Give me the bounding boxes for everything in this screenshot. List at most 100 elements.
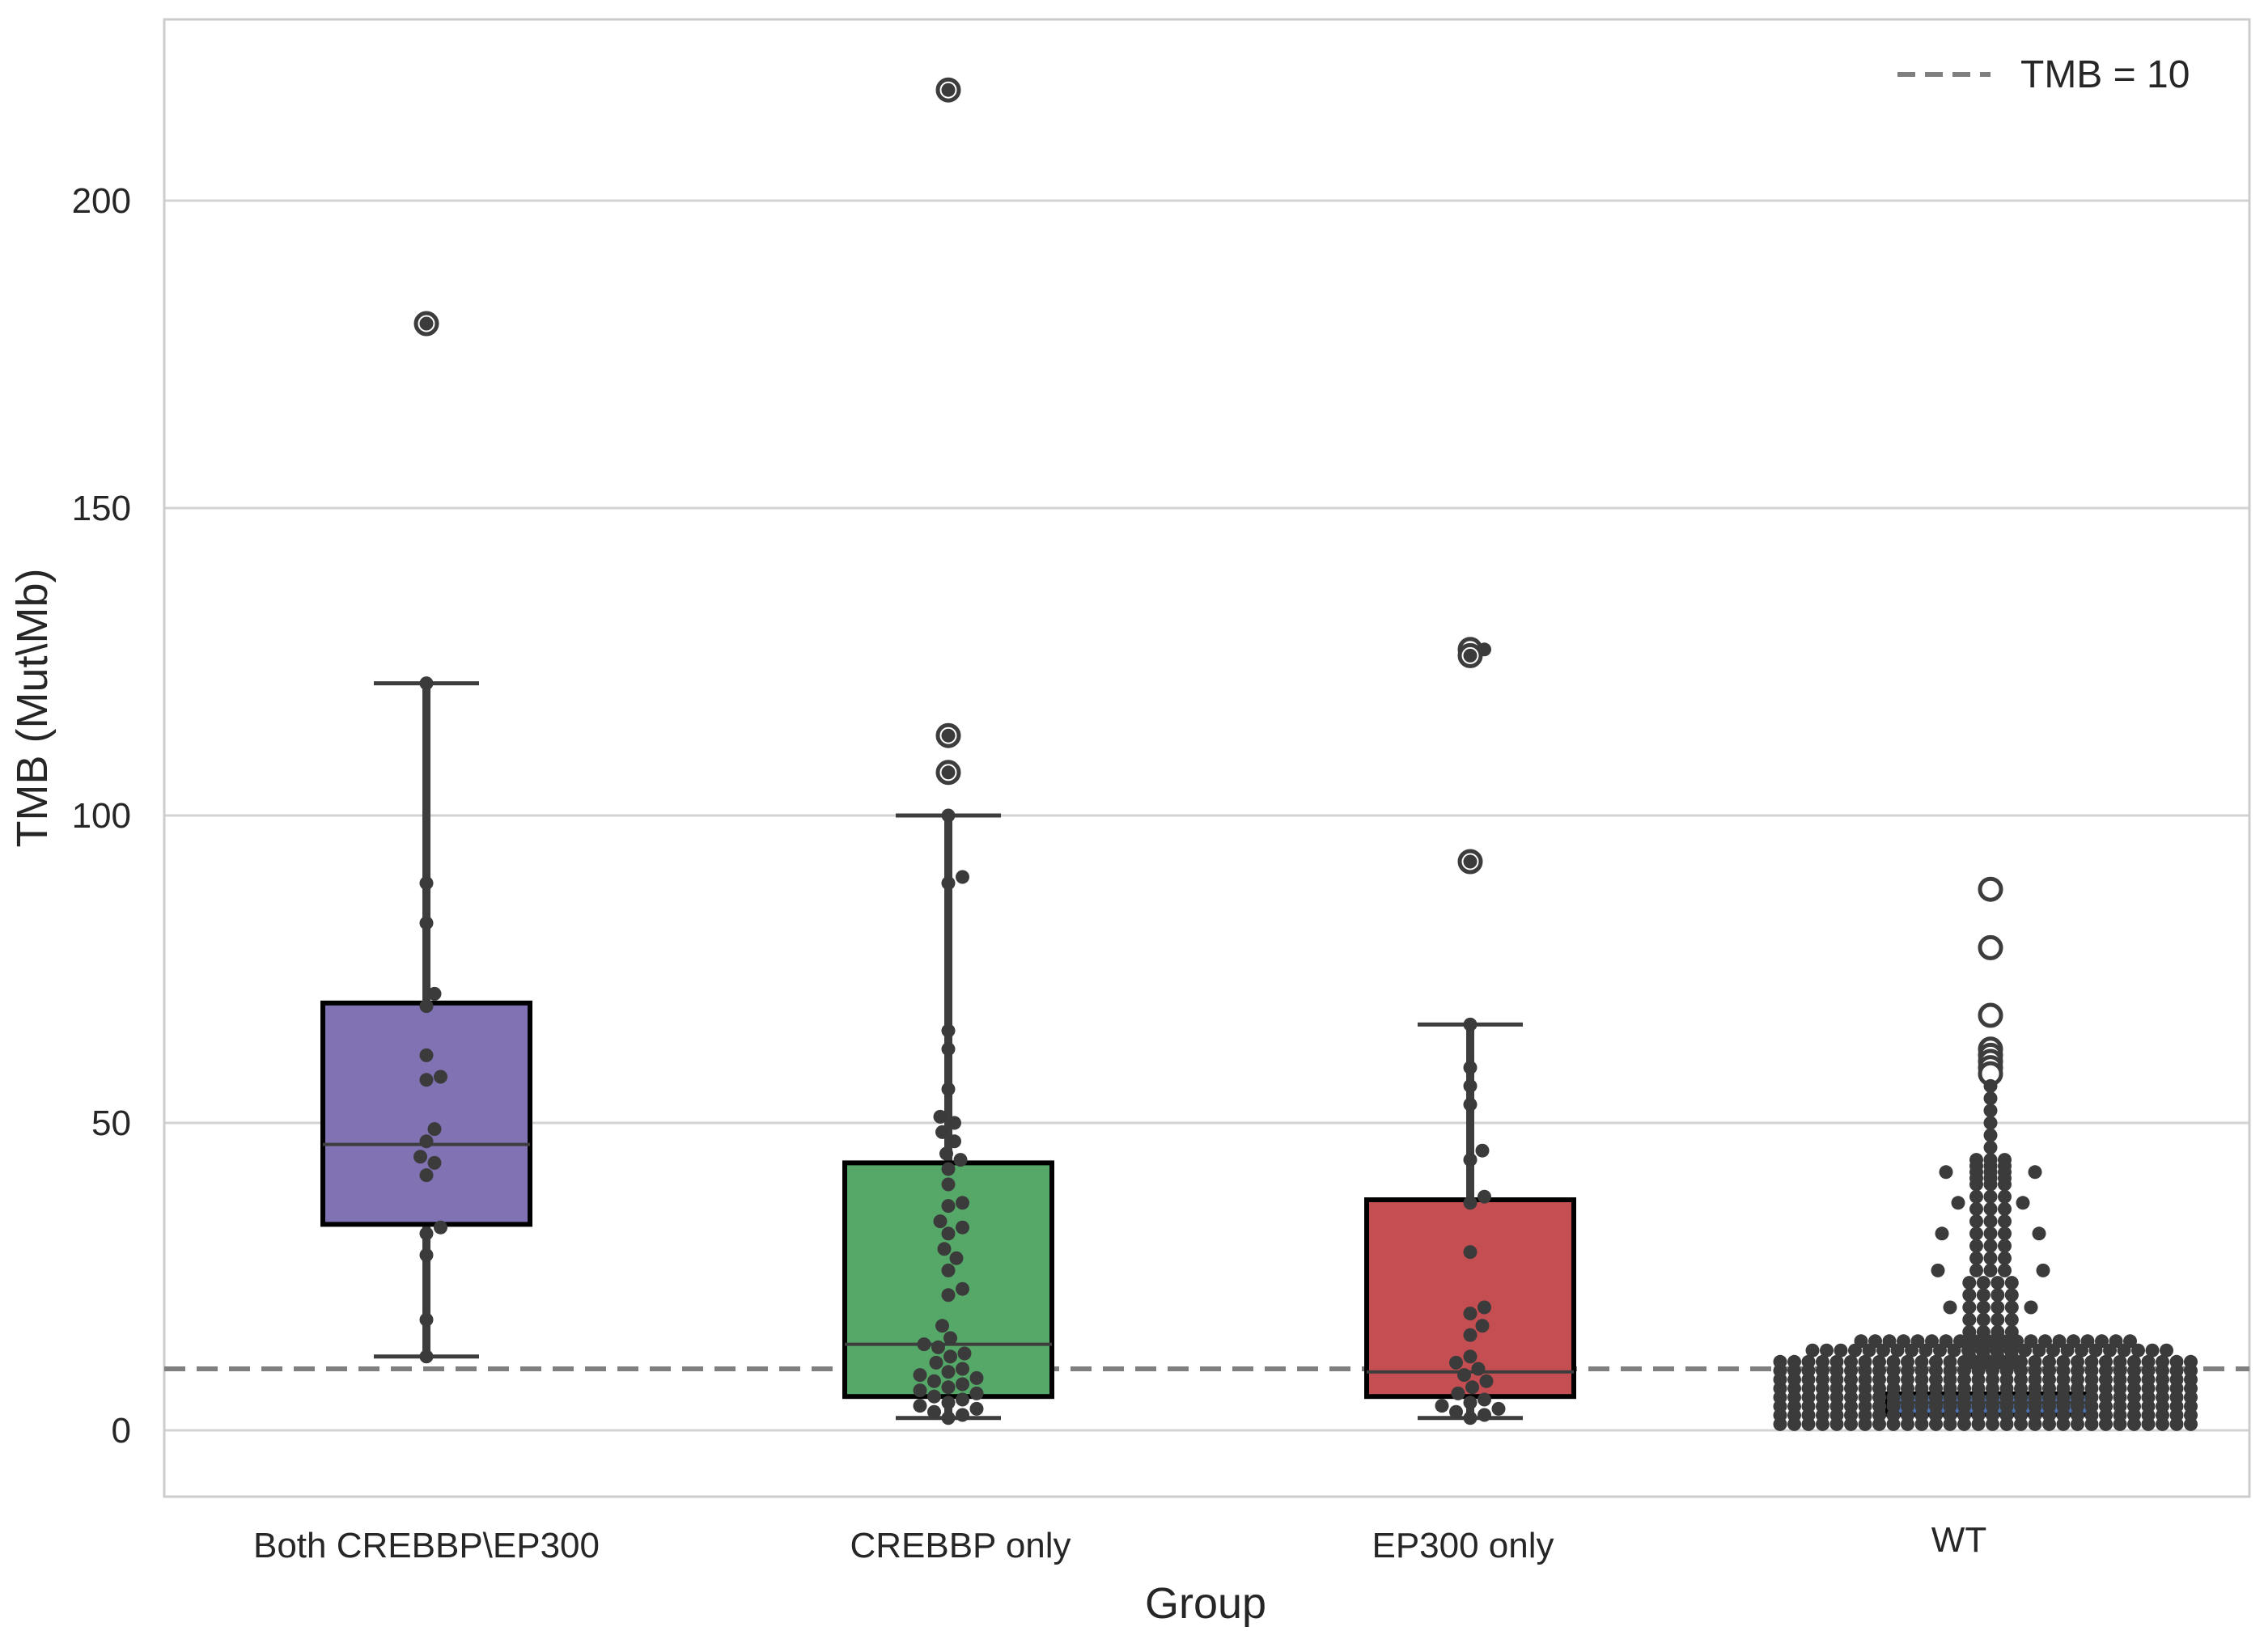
crebbp-point-35 (941, 1162, 956, 1176)
box-body-2 (1364, 1197, 1576, 1400)
wt-point-360 (1962, 1355, 1977, 1370)
crebbp-point-31 (933, 1214, 948, 1229)
crebbp-point-10 (941, 1380, 956, 1395)
wt-point-369 (2032, 1226, 2046, 1241)
wt-point-213 (1816, 1354, 1829, 1369)
wt-point-370 (1931, 1263, 1945, 1277)
crebbp-point-8 (969, 1386, 984, 1400)
wt-point-266 (1854, 1334, 1868, 1349)
legend-label-tmb: TMB = 10 (2020, 53, 2190, 96)
wt-point-230 (2056, 1354, 2071, 1369)
crebbp-point-27 (949, 1251, 964, 1265)
wt-point-219 (1901, 1354, 1914, 1369)
both-point-17 (419, 676, 434, 691)
wt-point-285 (2123, 1334, 2137, 1349)
ep300-point-18 (1463, 1245, 1478, 1260)
both-point-0 (419, 1349, 434, 1364)
ep300-point-2 (1449, 1404, 1463, 1419)
crebbp-point-6 (956, 1392, 969, 1407)
ep300-point-26 (1463, 1017, 1478, 1031)
x-tick-label-0: Both CREBBP\EP300 (253, 1526, 600, 1565)
plot-frame (163, 18, 2251, 1498)
wt-point-347 (2004, 1324, 2019, 1339)
wt-point-217 (1872, 1354, 1886, 1369)
wt-point-287 (1983, 1091, 1998, 1106)
wt-point-291 (1983, 1140, 1998, 1154)
wt-point-317 (1983, 1226, 1998, 1241)
ep300-point-3 (1491, 1401, 1506, 1416)
wt-point-320 (1983, 1239, 1998, 1253)
wt-point-367 (2016, 1196, 2030, 1210)
ep300-point-0 (1463, 1411, 1478, 1425)
crebbp-point-36 (953, 1153, 968, 1167)
crebbp-point-1 (956, 1408, 969, 1422)
crebbp-point-43 (941, 1042, 956, 1057)
both-point-18 (419, 316, 434, 331)
crebbp-point-30 (956, 1220, 969, 1235)
wt-point-282 (2080, 1334, 2095, 1349)
wt-point-333 (1976, 1288, 1991, 1303)
both-point-10 (419, 1073, 434, 1087)
wt-point-318 (1998, 1226, 2012, 1241)
crebbp-point-46 (956, 870, 969, 884)
crebbp-point-50 (941, 83, 956, 97)
crebbp-point-25 (956, 1281, 969, 1296)
both-point-1 (419, 1312, 434, 1327)
wt-point-232 (2084, 1354, 2099, 1369)
ep300-point-21 (1463, 1153, 1478, 1167)
both-point-3 (419, 1226, 434, 1241)
wt-point-363 (2004, 1355, 2019, 1370)
ep300-point-27 (1463, 854, 1478, 869)
wt-point-234 (2113, 1354, 2127, 1369)
both-point-14 (427, 986, 442, 1001)
wt-point-341 (1976, 1312, 1991, 1327)
x-tick-labels: Both CREBBP\EP300 CREBBP only EP300 only WT (253, 1520, 1986, 1565)
both-point-13 (419, 999, 434, 1014)
wt-point-216 (1858, 1354, 1872, 1369)
crebbp-point-15 (941, 1365, 956, 1379)
wt-point-311 (1983, 1201, 1998, 1216)
wt-point-342 (1991, 1312, 2005, 1327)
ep300-point-16 (1463, 1307, 1478, 1321)
y-tick-label-0: 0 (112, 1411, 131, 1451)
crebbp-point-45 (941, 876, 956, 891)
wt-point-307 (1969, 1189, 1983, 1204)
crebbp-point-29 (941, 1226, 956, 1241)
wt-point-304 (1969, 1177, 1983, 1192)
wt-point-305 (1983, 1177, 1998, 1192)
wt-point-332 (1962, 1288, 1977, 1303)
wt-point-345 (1976, 1324, 1991, 1339)
wt-point-331 (2004, 1276, 2019, 1290)
wt-point-366 (1951, 1196, 1965, 1210)
crebbp-point-12 (927, 1374, 941, 1388)
wt-point-269 (1897, 1334, 1910, 1349)
both-point-9 (427, 1122, 442, 1137)
x-tick-label-1: CREBBP only (850, 1526, 1071, 1565)
wt-point-344 (1962, 1324, 1977, 1339)
crebbp-point-22 (943, 1331, 957, 1345)
ep300-point-11 (1471, 1362, 1486, 1376)
both-point-6 (427, 1155, 442, 1170)
crebbp-point-40 (948, 1116, 961, 1130)
x-axis-label: Group (1145, 1579, 1266, 1628)
wt-point-220 (1914, 1354, 1929, 1369)
wt-point-361 (1976, 1355, 1991, 1370)
wt-point-312 (1998, 1201, 2012, 1216)
wt-point-309 (1998, 1189, 2012, 1204)
both-point-12 (419, 1048, 434, 1062)
both-point-11 (434, 1070, 447, 1084)
wt-point-336 (1962, 1300, 1977, 1315)
wt-point-323 (1983, 1251, 1998, 1265)
wt-point-306 (1998, 1177, 2012, 1192)
legend: TMB = 10 (1897, 53, 2190, 96)
crebbp-point-34 (941, 1177, 956, 1192)
crebbp-point-19 (957, 1346, 972, 1361)
ep300-point-8 (1465, 1380, 1479, 1395)
crebbp-point-2 (927, 1404, 941, 1419)
wt-point-272 (1939, 1334, 1953, 1349)
y-axis-label: TMB (Mut\Mb) (8, 569, 57, 848)
y-tick-label-100: 100 (72, 796, 131, 836)
wt-point-315 (1998, 1214, 2012, 1229)
wt-point-236 (2141, 1354, 2156, 1369)
